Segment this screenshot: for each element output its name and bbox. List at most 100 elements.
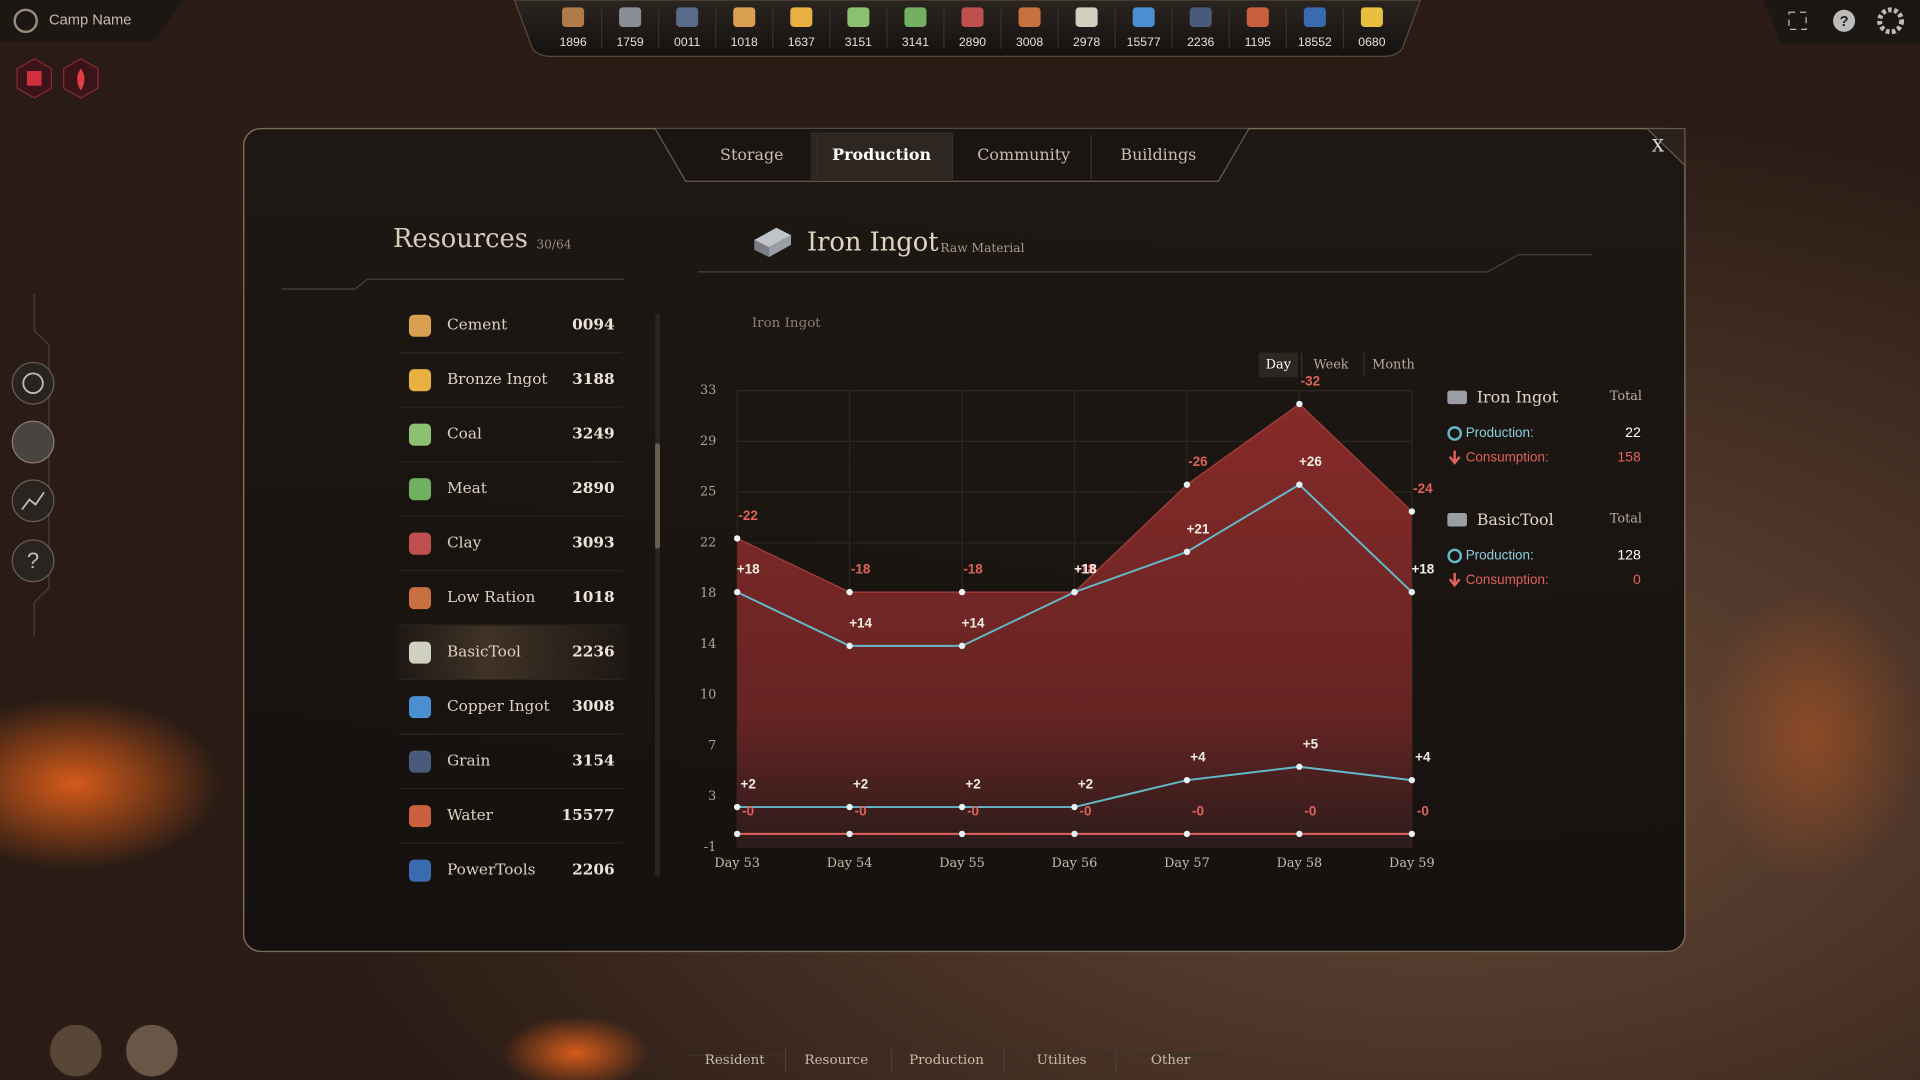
item-name[interactable]: Water xyxy=(447,806,494,824)
item-icon xyxy=(408,750,432,773)
x-tick-label: Day 58 xyxy=(1277,856,1323,871)
detail-subtitle: Raw Material xyxy=(940,241,1024,255)
legend-total: Total xyxy=(1610,512,1642,527)
legend-icon xyxy=(1447,390,1467,405)
camp-bar xyxy=(0,0,184,42)
item-amount: 15577 xyxy=(561,806,614,824)
point xyxy=(1408,776,1416,784)
resource-amount: 0011 xyxy=(674,35,701,49)
point xyxy=(1183,548,1191,555)
data-label: -22 xyxy=(738,508,757,523)
map-button[interactable] xyxy=(11,361,55,405)
item-icon xyxy=(408,641,432,664)
resource-icon xyxy=(562,7,585,27)
bottom-nav-item[interactable]: Resource xyxy=(804,1053,868,1068)
item-icon xyxy=(408,369,432,392)
production-value: 22 xyxy=(1625,424,1641,440)
detail-title: Iron Ingot xyxy=(807,228,939,258)
data-label: +2 xyxy=(1078,777,1093,792)
y-tick-label: 7 xyxy=(708,738,716,753)
help-icon: ? xyxy=(27,548,39,573)
y-tick-label: 18 xyxy=(700,586,716,601)
legend-total: Total xyxy=(1610,389,1642,404)
item-name[interactable]: Grain xyxy=(447,752,491,770)
detail-icon xyxy=(754,227,792,258)
item-amount: 2236 xyxy=(572,643,615,661)
item-name[interactable]: Cement xyxy=(447,316,508,334)
resource-icon xyxy=(961,7,984,27)
divider xyxy=(281,278,625,290)
ingot-shape xyxy=(754,227,792,248)
tab[interactable]: Buildings xyxy=(1120,145,1196,164)
portrait[interactable] xyxy=(123,1022,180,1079)
resource-icon xyxy=(619,7,642,27)
legend-title: Iron Ingot xyxy=(1477,387,1559,406)
item-name[interactable]: Low Ration xyxy=(447,588,536,606)
resource-icon xyxy=(1132,7,1155,27)
item-amount: 3008 xyxy=(572,697,615,715)
data-label: +14 xyxy=(962,615,985,630)
item-name[interactable]: Copper Ingot xyxy=(447,697,551,715)
screenshot-button[interactable] xyxy=(1788,11,1807,30)
chart-title: Iron Ingot xyxy=(752,316,821,331)
data-label: +4 xyxy=(1190,750,1206,765)
y-tick-label: -1 xyxy=(704,840,717,855)
help-button[interactable] xyxy=(11,539,55,583)
data-label: -0 xyxy=(967,803,979,818)
resource-amount: 15577 xyxy=(1127,35,1161,49)
item-name[interactable]: PowerTools xyxy=(447,861,536,879)
consumption-icon xyxy=(1448,573,1461,588)
badge-icon xyxy=(77,68,85,91)
portrait[interactable] xyxy=(47,1022,105,1079)
settings-button[interactable] xyxy=(1877,7,1905,35)
stats-button[interactable] xyxy=(11,479,55,523)
y-tick-label: 3 xyxy=(708,789,716,804)
data-label: -0 xyxy=(1304,803,1316,818)
period-button[interactable]: Month xyxy=(1372,357,1415,372)
camp-icon xyxy=(13,8,38,34)
badge-icon xyxy=(26,71,42,86)
period-button[interactable]: Week xyxy=(1313,357,1348,372)
consumption-label: Consumption: xyxy=(1466,450,1549,465)
production-label: Production: xyxy=(1466,425,1534,440)
y-tick-label: 29 xyxy=(700,434,716,449)
item-icon xyxy=(408,805,432,828)
data-label: -26 xyxy=(1188,454,1207,469)
data-label: -0 xyxy=(1417,803,1429,818)
resource-icon xyxy=(1018,7,1041,27)
item-name[interactable]: Coal xyxy=(447,425,482,443)
tab[interactable]: Production xyxy=(832,145,931,164)
resource-icon xyxy=(676,7,699,27)
point xyxy=(1071,830,1078,838)
period-button[interactable]: Day xyxy=(1266,357,1292,372)
item-icon xyxy=(408,478,432,501)
point xyxy=(846,588,853,596)
item-name[interactable]: Meat xyxy=(447,479,488,497)
bottom-nav-item[interactable]: Resident xyxy=(705,1053,766,1068)
bottom-nav-item[interactable]: Utilites xyxy=(1037,1053,1087,1068)
item-name[interactable]: BasicTool xyxy=(447,643,521,661)
data-label: +5 xyxy=(1303,736,1319,751)
item-name[interactable]: Clay xyxy=(447,534,482,552)
x-tick-label: Day 56 xyxy=(1052,856,1098,871)
area xyxy=(737,404,1412,848)
help-button[interactable] xyxy=(1833,9,1856,32)
item-name[interactable]: Bronze Ingot xyxy=(447,370,548,388)
item-amount: 3154 xyxy=(572,752,615,770)
data-label: -24 xyxy=(1413,481,1433,496)
bottom-nav-item[interactable]: Other xyxy=(1151,1053,1191,1068)
background-fire xyxy=(502,1016,649,1080)
resource-amount: 2978 xyxy=(1073,35,1100,49)
item-amount: 3188 xyxy=(572,370,615,388)
share-button[interactable] xyxy=(11,420,55,464)
x-tick-label: Day 57 xyxy=(1164,856,1210,871)
point xyxy=(1296,400,1303,408)
scrollbar-thumb[interactable] xyxy=(655,443,660,549)
bottom-nav-item[interactable]: Production xyxy=(909,1053,984,1068)
background-fire xyxy=(1702,587,1920,882)
tab[interactable]: Community xyxy=(977,145,1070,164)
close-button[interactable]: X xyxy=(1652,136,1665,156)
item-amount: 0094 xyxy=(572,316,615,334)
tab[interactable]: Storage xyxy=(720,145,784,164)
